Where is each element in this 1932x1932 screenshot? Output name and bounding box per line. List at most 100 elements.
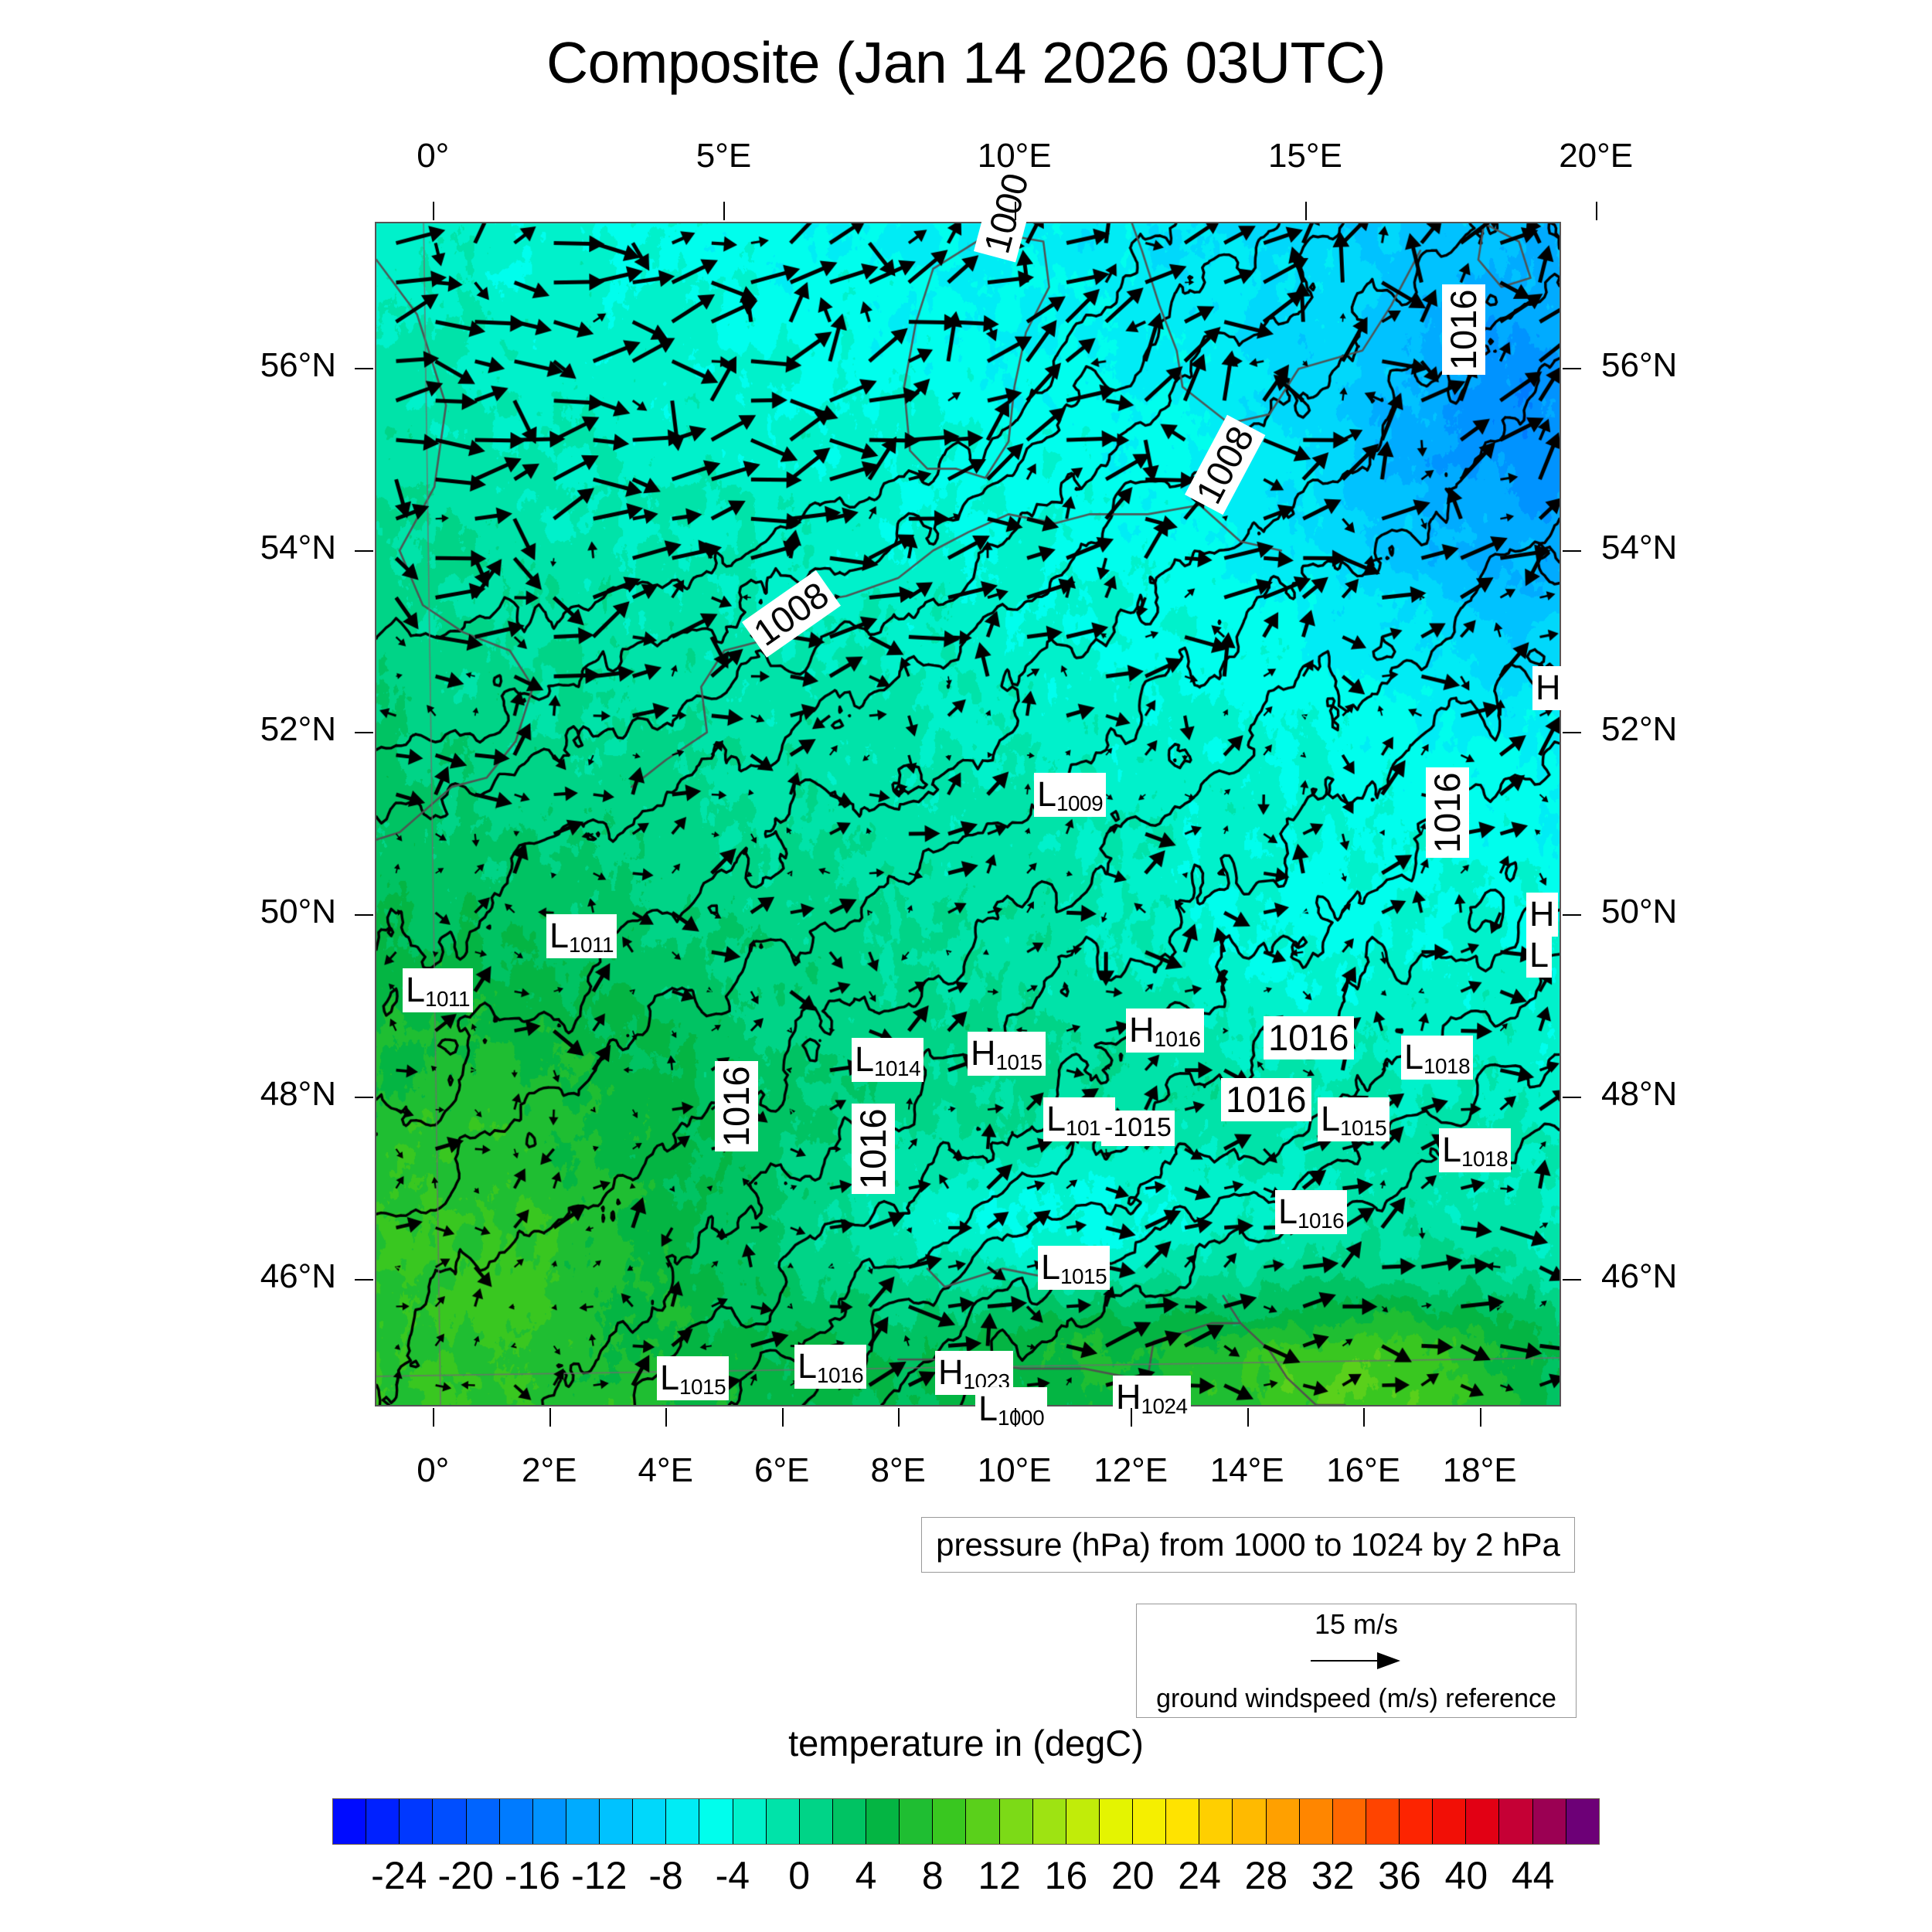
axis-label-lat-left-0: 56°N [260,345,336,384]
axis-label-lon-bottom-8: 16°E [1326,1451,1401,1489]
axis-tick-bottom-1 [549,1408,551,1427]
high-1024: H1024 [1113,1376,1191,1420]
colorbar-cells [332,1798,1600,1845]
axis-label-lon-bottom-9: 18°E [1442,1451,1517,1489]
axis-tick-bottom-3 [781,1408,784,1427]
low-edge-50n: L [1526,934,1553,978]
axis-tick-left-1 [355,549,373,552]
colorbar-tick-5: -4 [715,1854,750,1897]
map-raster [376,223,1560,1405]
low-1016b: L1016 [794,1345,867,1389]
colorbar-tick-15: 36 [1378,1854,1421,1897]
low-1015e: L1015 [657,1356,730,1400]
colorbar-cell [1133,1799,1167,1844]
contour-label-1016d: 1016 [1221,1078,1311,1121]
high-edge-50n: H [1526,893,1558,937]
colorbar-cell [900,1799,934,1844]
colorbar-cell [666,1799,700,1844]
axis-tick-left-4 [355,1097,373,1099]
colorbar-cell [1233,1799,1267,1844]
colorbar-tick-6: 0 [788,1854,811,1897]
axis-label-lat-right-5: 46°N [1601,1257,1678,1295]
low-1011b: L1011 [403,968,474,1012]
axis-label-lat-right-1: 54°N [1601,528,1678,566]
axis-tick-left-2 [355,732,373,734]
colorbar-cell [566,1799,600,1844]
colorbar-cell [1266,1799,1300,1844]
axis-label-lat-left-2: 52°N [260,710,336,749]
colorbar-cell [400,1799,434,1844]
wind-reference-box: 15 m/s ground windspeed (m/s) reference [1136,1604,1577,1718]
axis-tick-top-4 [1596,202,1598,220]
low-1016a: L1016 [1275,1190,1348,1234]
page-title: Composite (Jan 14 2026 03UTC) [546,30,1386,95]
colorbar[interactable] [332,1798,1600,1845]
colorbar-cell [1066,1799,1100,1844]
wind-reference-value: 15 m/s [1314,1607,1399,1640]
high-edge-52n: H [1532,666,1564,710]
axis-tick-top-2 [1014,202,1016,220]
axis-tick-top-3 [1304,202,1307,220]
axis-label-lat-left-5: 46°N [260,1257,336,1295]
low-1015c: L1015 [1318,1097,1390,1141]
axis-tick-left-5 [355,1278,373,1281]
axis-tick-right-0 [1563,367,1581,369]
colorbar-cell [333,1799,367,1844]
low-1018a: L1018 [1401,1036,1474,1080]
colorbar-cell [600,1799,634,1844]
colorbar-cell [1199,1799,1233,1844]
axis-label-lon-bottom-5: 10°E [977,1451,1052,1489]
colorbar-tick-0: -24 [371,1854,427,1897]
colorbar-cell [499,1799,533,1844]
axis-label-lon-bottom-1: 2°E [522,1451,577,1489]
axis-label-lon-bottom-0: 0° [417,1451,450,1489]
axis-label-lat-right-4: 48°N [1601,1075,1678,1114]
axis-label-lon-bottom-7: 14°E [1209,1451,1284,1489]
colorbar-tick-7: 4 [855,1854,877,1897]
axis-label-lon-top-2: 10°E [977,137,1052,175]
axis-tick-bottom-0 [433,1408,435,1427]
weather-map[interactable] [375,222,1561,1406]
colorbar-title: temperature in (degC) [788,1723,1144,1764]
axis-tick-bottom-8 [1363,1408,1366,1427]
colorbar-cell [1166,1799,1200,1844]
colorbar-cell [1532,1799,1566,1844]
colorbar-tick-2: -16 [504,1854,561,1897]
low-1014: L1014 [852,1038,924,1082]
colorbar-tick-labels: -24 -20 -16 -12 -8 -4 0 4 8 12 16 20 24 28 32 36 40 44 [332,1853,1600,1900]
pressure-legend-text: pressure (hPa) from 1000 to 1024 by 2 hP… [936,1526,1560,1563]
high-1016: H1016 [1126,1009,1204,1053]
axis-label-lon-top-3: 15°E [1267,137,1342,175]
contour-label-1016f: 1016 [852,1104,895,1194]
axis-tick-right-1 [1563,549,1581,552]
low-1018b: L1018 [1439,1128,1512,1172]
colorbar-tick-4: -8 [648,1854,683,1897]
colorbar-tick-11: 20 [1111,1854,1155,1897]
axis-label-lon-bottom-4: 8°E [870,1451,926,1489]
axis-tick-left-3 [355,914,373,917]
colorbar-cell [1366,1799,1400,1844]
colorbar-tick-16: 40 [1444,1854,1488,1897]
axis-tick-bottom-7 [1247,1408,1249,1427]
colorbar-cell [433,1799,467,1844]
axis-tick-bottom-2 [665,1408,668,1427]
axis-tick-right-3 [1563,914,1581,917]
axis-label-lat-right-0: 56°N [1601,345,1678,384]
colorbar-cell [966,1799,1000,1844]
colorbar-cell [1032,1799,1066,1844]
contour-label-1016b: 1016 [1426,767,1469,858]
axis-label-lat-right-2: 52°N [1601,710,1678,749]
colorbar-cell [766,1799,800,1844]
colorbar-cell [1099,1799,1133,1844]
colorbar-tick-12: 24 [1178,1854,1221,1897]
contour-label-1016c: 1016 [1264,1016,1354,1060]
axis-tick-right-4 [1563,1097,1581,1099]
axis-tick-bottom-9 [1479,1408,1481,1427]
colorbar-tick-17: 44 [1511,1854,1555,1897]
axis-label-lat-left-3: 50°N [260,893,336,931]
axis-tick-bottom-5 [1014,1408,1016,1427]
axis-tick-bottom-4 [898,1408,900,1427]
colorbar-cell [1332,1799,1366,1844]
axis-tick-bottom-6 [1131,1408,1133,1427]
colorbar-tick-1: -20 [437,1854,494,1897]
